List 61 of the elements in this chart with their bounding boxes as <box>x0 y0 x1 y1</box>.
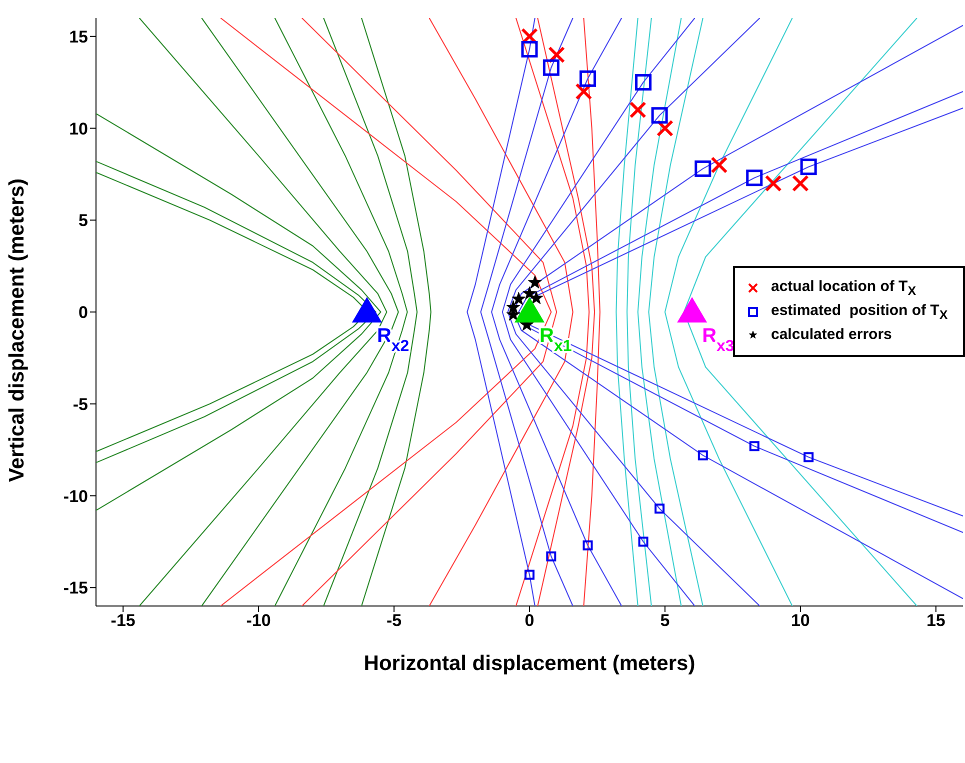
point <box>764 174 782 192</box>
point <box>524 570 534 580</box>
line-series <box>360 18 432 606</box>
legend-label: estimated position of T$_{X}$ <box>771 302 948 322</box>
point <box>749 441 760 452</box>
point <box>528 275 542 289</box>
line-series <box>648 18 704 606</box>
point <box>710 156 728 174</box>
y-tick-label: -15 <box>63 578 88 598</box>
point <box>635 74 652 91</box>
x-tick-label: -10 <box>246 611 271 630</box>
legend-label: calculated errors <box>771 326 892 343</box>
y-tick-label: -10 <box>63 486 88 506</box>
x-tick-label: -5 <box>386 611 402 630</box>
point <box>629 101 646 118</box>
point <box>651 107 668 124</box>
point <box>804 452 814 462</box>
point <box>546 551 556 562</box>
x-tick-label: 5 <box>660 611 670 630</box>
x-tick-label: 15 <box>926 611 946 630</box>
line-series <box>323 18 418 606</box>
point <box>575 83 592 100</box>
y-tick-label: 15 <box>69 27 88 46</box>
point <box>654 504 665 514</box>
line-series <box>428 18 574 606</box>
point <box>542 59 560 76</box>
line-series <box>515 18 590 606</box>
point <box>512 292 526 306</box>
point <box>522 286 536 300</box>
point <box>580 70 596 87</box>
line-series <box>502 18 696 606</box>
y-tick-label: 0 <box>78 303 88 322</box>
x-tick-label: 0 <box>524 611 534 630</box>
series-label: R$_{x3}$ <box>702 325 734 354</box>
y-axis-title: Vertical displacement (meters) <box>5 178 28 482</box>
point <box>792 174 809 192</box>
point <box>694 160 712 177</box>
line-series <box>220 18 552 606</box>
point <box>800 158 817 176</box>
point <box>521 40 538 58</box>
line-series <box>616 18 638 606</box>
y-tick-label: 5 <box>78 211 88 230</box>
point <box>746 170 763 186</box>
point <box>638 536 648 547</box>
line-series <box>507 18 760 606</box>
line-series <box>480 18 574 606</box>
line-series <box>583 18 600 606</box>
x-tick-label: 10 <box>790 611 810 630</box>
line-series <box>491 18 622 606</box>
legend-label: actual location of T$_{X}$ <box>771 278 916 298</box>
line-series <box>274 18 408 606</box>
point <box>656 120 674 137</box>
point <box>698 450 708 460</box>
x-axis-title: Horizontal displacement (meters) <box>364 652 696 675</box>
y-tick-label: -5 <box>72 394 88 414</box>
line-series <box>626 18 652 606</box>
line-series <box>637 18 682 606</box>
x-tick-label: -15 <box>110 611 136 630</box>
line-series <box>537 18 596 606</box>
point <box>582 540 593 550</box>
y-tick-label: 10 <box>69 119 88 138</box>
